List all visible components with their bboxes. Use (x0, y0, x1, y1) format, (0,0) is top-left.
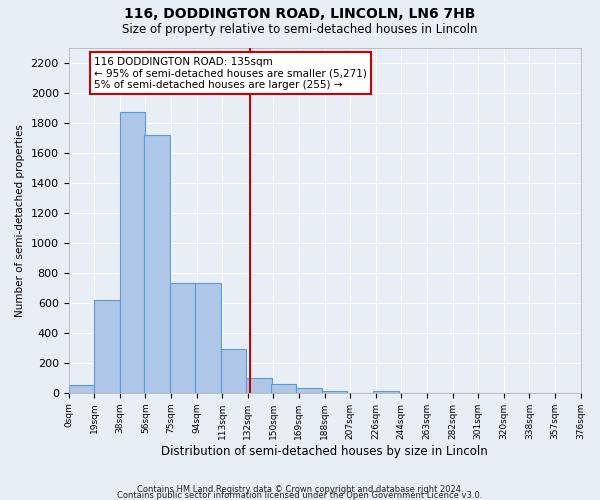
Bar (68, 386, 94, 393)
Bar (296, 388, 322, 393)
Bar (195, 283, 221, 393)
Bar (322, 392, 347, 393)
Text: Contains HM Land Registry data © Crown copyright and database right 2024.: Contains HM Land Registry data © Crown c… (137, 485, 463, 494)
X-axis label: Distribution of semi-detached houses by size in Lincoln: Distribution of semi-detached houses by … (161, 444, 488, 458)
Bar (221, 350, 247, 393)
Bar (120, 112, 145, 393)
Y-axis label: Number of semi-detached properties: Number of semi-detached properties (15, 124, 25, 316)
Bar (247, 378, 272, 393)
Text: Size of property relative to semi-detached houses in Lincoln: Size of property relative to semi-detach… (122, 22, 478, 36)
Bar (94, 300, 120, 393)
Bar (271, 384, 296, 393)
Text: 116, DODDINGTON ROAD, LINCOLN, LN6 7HB: 116, DODDINGTON ROAD, LINCOLN, LN6 7HB (124, 8, 476, 22)
Bar (170, 283, 195, 393)
Text: Contains public sector information licensed under the Open Government Licence v3: Contains public sector information licen… (118, 491, 482, 500)
Bar (144, 134, 170, 393)
Text: 116 DODDINGTON ROAD: 135sqm
← 95% of semi-detached houses are smaller (5,271)
5%: 116 DODDINGTON ROAD: 135sqm ← 95% of sem… (94, 56, 367, 90)
Bar (373, 392, 398, 393)
